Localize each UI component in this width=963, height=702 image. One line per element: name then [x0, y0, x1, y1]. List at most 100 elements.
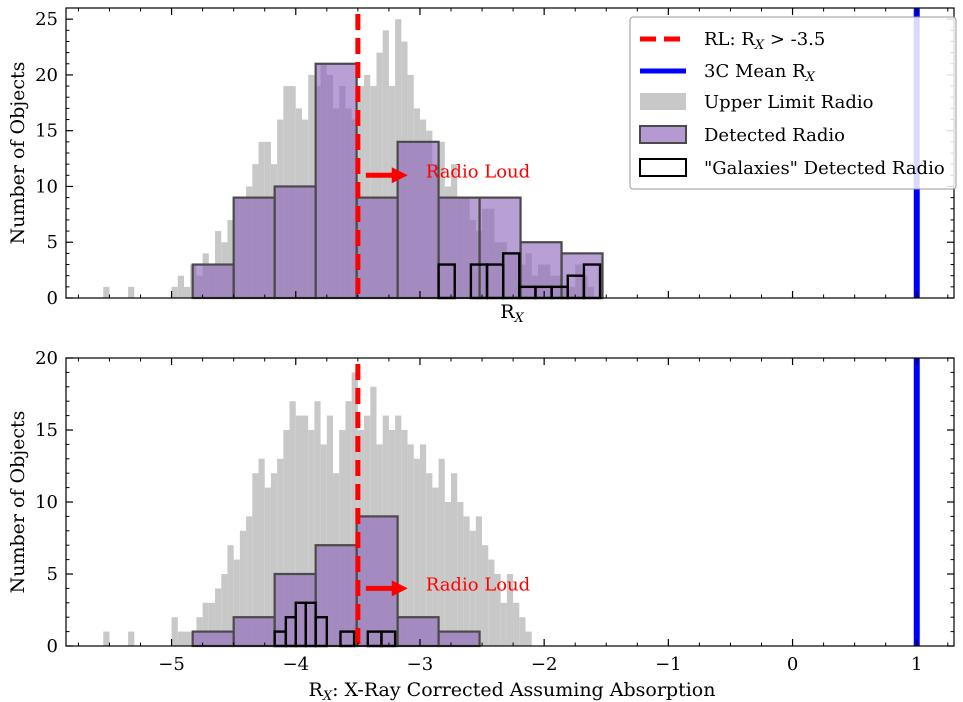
top-detected-bar [355, 196, 399, 300]
bottom-detected-bar [355, 515, 399, 648]
bottom-upper-limit-bar [128, 631, 135, 646]
bottom-upper-limit-bar [482, 545, 489, 646]
top-upper-limit-bar [171, 286, 178, 298]
top-radio-loud-label: Radio Loud [426, 161, 530, 182]
bottom-x-tick-label: 1 [911, 654, 922, 675]
bottom-upper-limit-bar [202, 602, 209, 646]
bottom-panel: Radio Loud 0 5 10 15 20 −5 −4 −3 −2 −1 0 1 Number o… [7, 348, 955, 702]
top-detected-bar [519, 241, 563, 300]
bottom-upper-limit-bar [301, 415, 309, 646]
bottom-y-tick-label: 5 [47, 564, 58, 585]
bottom-ticks: 0 5 10 15 20 −5 −4 −3 −2 −1 0 1 [35, 348, 954, 675]
top-detected-bar [191, 263, 235, 300]
bottom-upper-limit-bar [183, 631, 191, 646]
top-upper-limit-bar [382, 30, 389, 299]
top-detected-bar [478, 196, 522, 300]
top-plot-area: Radio Loud [103, 8, 920, 300]
bottom-detected-bar [232, 616, 276, 648]
bottom-upper-limit-bar [258, 458, 265, 646]
bottom-upper-limit-bar [463, 516, 470, 646]
top-detected-bar [273, 185, 317, 300]
bottom-upper-limit-bar [513, 602, 520, 646]
bottom-x-tick-label: −1 [655, 654, 682, 675]
bottom-upper-limit-bar [208, 602, 216, 646]
top-y-axis-label: Number of Objects [7, 62, 29, 245]
bottom-x-tick-label: −3 [407, 654, 434, 675]
top-detected-bar [437, 196, 481, 300]
bottom-upper-limit-bar [488, 559, 495, 646]
legend: RL: RX > -3.5 3C Mean RX Upper Limit Rad… [629, 16, 957, 190]
bottom-radio-loud-label: Radio Loud [426, 574, 530, 595]
legend-galaxies-swatch [639, 158, 687, 177]
top-upper-limit-bar [103, 286, 110, 298]
bottom-upper-limit-bar [270, 473, 278, 646]
bottom-upper-limit-bar [326, 415, 334, 646]
bottom-y-tick-label: 10 [35, 492, 58, 513]
top-y-tick-label: 15 [35, 121, 58, 142]
bottom-upper-limit-bar [308, 430, 315, 646]
bottom-upper-limit-bar [506, 574, 514, 646]
bottom-upper-limit-bar [351, 372, 358, 646]
bottom-upper-limit-bar [519, 617, 526, 646]
bottom-y-tick-label: 20 [35, 348, 58, 369]
bottom-upper-limit-bar [525, 631, 532, 646]
bottom-upper-limit-bar [289, 401, 296, 646]
top-upper-limit-bar [370, 86, 377, 298]
bottom-upper-limit-bar [283, 430, 290, 646]
bottom-upper-limit-bar [500, 602, 507, 646]
bottom-upper-limit-bar [475, 516, 483, 646]
bottom-upper-limit-bar [239, 530, 247, 646]
top-upper-limit-bar [357, 86, 365, 298]
bottom-upper-limit-bar [233, 559, 240, 646]
bottom-upper-limit-bar [221, 574, 228, 646]
top-upper-limit-bar [388, 86, 396, 298]
bottom-upper-limit-bar [432, 487, 439, 646]
bottom-x-tick-label: −4 [282, 654, 309, 675]
bottom-upper-limit-bar [438, 458, 445, 646]
bottom-upper-limit-bar [345, 401, 352, 646]
bottom-upper-limit-bar [419, 444, 427, 646]
bottom-upper-limit-bar [457, 502, 464, 646]
bottom-upper-limit-bar [469, 530, 476, 646]
bottom-y-tick-label: 0 [47, 636, 58, 657]
top-detected-bar [396, 140, 440, 300]
bottom-x-tick-label: −2 [531, 654, 558, 675]
bottom-upper-limit-bar [295, 415, 302, 646]
bottom-upper-limit-bar [215, 588, 222, 646]
bottom-upper-limit-bar [426, 473, 433, 646]
top-detected-bar [314, 62, 358, 300]
top-y-tick-label: 10 [35, 176, 58, 197]
bottom-x-tick-label: 0 [787, 654, 798, 675]
bottom-upper-limit-bar [277, 458, 284, 646]
legend-detected-label: Detected Radio [704, 125, 845, 146]
bottom-upper-limit-bar [264, 487, 271, 646]
bottom-y-axis-label: Number of Objects [7, 411, 29, 594]
legend-upper-label: Upper Limit Radio [704, 92, 874, 113]
bottom-x-axis-label: RX: X-Ray Corrected Assuming Absorption [309, 679, 716, 702]
bottom-upper-limit-bar [246, 516, 253, 646]
top-upper-limit-bar [183, 286, 191, 298]
top-y-tick-label: 25 [35, 9, 58, 30]
legend-rl-label: RL: RX > -3.5 [704, 29, 825, 53]
top-y-tick-label: 0 [47, 288, 58, 309]
bottom-detected-bar [191, 630, 235, 648]
bottom-upper-limit-bar [444, 502, 452, 646]
bottom-detected-bar [396, 616, 440, 648]
bottom-upper-limit-bar [494, 574, 501, 646]
bottom-y-tick-label: 15 [35, 420, 58, 441]
legend-upper-swatch [640, 93, 686, 110]
bottom-upper-limit-bar [171, 617, 178, 646]
bottom-radio-loud-arrow-head [391, 580, 408, 597]
bottom-upper-limit-bar [103, 631, 110, 646]
top-upper-limit-bar [177, 275, 184, 298]
bottom-upper-limit-bar [339, 430, 346, 646]
bottom-upper-limit-bar [451, 473, 458, 646]
top-upper-limit-bar [364, 74, 371, 298]
top-upper-limit-bar [227, 219, 234, 298]
top-y-tick-label: 5 [47, 232, 58, 253]
legend-detected-swatch [639, 125, 687, 144]
bottom-detected-bar [437, 630, 481, 648]
legend-frame [629, 16, 957, 190]
